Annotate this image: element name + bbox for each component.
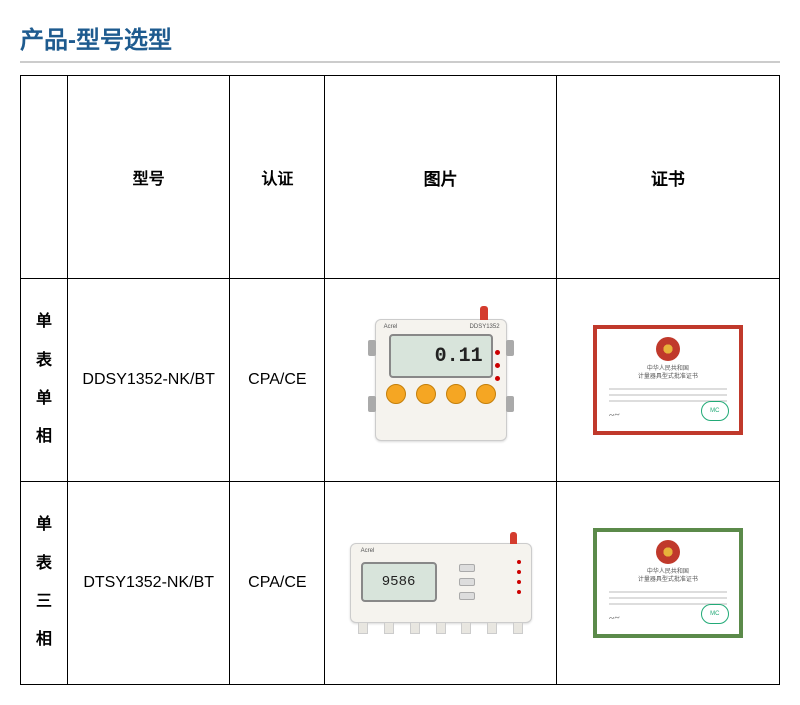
cell-cert: CPA/CE [230, 482, 325, 685]
antenna-icon [480, 306, 488, 320]
cell-model: DDSY1352-NK/BT [68, 279, 230, 482]
header-cert: 认证 [230, 76, 325, 279]
cell-cert: CPA/CE [230, 279, 325, 482]
side-char: 表 [27, 545, 61, 583]
meter-model-text: DDSY1352 [470, 324, 500, 330]
header-doc: 证书 [556, 76, 779, 279]
certificate-title: 中华人民共和国计量器具型式批准证书 [605, 365, 731, 382]
side-char: 表 [27, 342, 61, 380]
meter-top-label: Acrel [361, 548, 375, 554]
meter-leds [495, 350, 500, 381]
cell-certificate: 中华人民共和国计量器具型式批准证书 ~~ MC [556, 482, 779, 685]
meter-top-label: Acrel DDSY1352 [376, 320, 506, 330]
meter-button [476, 384, 496, 404]
certificate-lines [605, 591, 731, 605]
page-title: 产品-型号选型 [20, 20, 780, 55]
side-char: 单 [27, 303, 61, 341]
signature: ~~ [608, 410, 620, 422]
lcd-value: 0.11 [435, 345, 483, 368]
side-char: 三 [27, 583, 61, 621]
side-char: 相 [27, 418, 61, 456]
product-table: 型号 认证 图片 证书 单 表 单 相 DDSY1352-NK/BT CPA/C… [20, 75, 780, 685]
meter-brand: Acrel [384, 324, 398, 330]
meter-lcd: 0.11 [389, 334, 493, 378]
lcd-value: 9586 [382, 574, 416, 590]
side-char: 单 [27, 380, 61, 418]
meter-side-buttons [459, 564, 475, 600]
meter-lcd: 9586 [361, 562, 437, 602]
certificate-doc: 中华人民共和国计量器具型式批准证书 ~~ MC [593, 325, 743, 435]
table-header-row: 型号 认证 图片 证书 [21, 76, 780, 279]
din-rail [351, 622, 531, 632]
meter-brand: Acrel [361, 548, 375, 554]
meter-button [416, 384, 436, 404]
emblem-icon [656, 337, 680, 361]
certificate-lines [605, 388, 731, 402]
header-side [21, 76, 68, 279]
cell-certificate: 中华人民共和国计量器具型式批准证书 ~~ MC [556, 279, 779, 482]
cell-model: DTSY1352-NK/BT [68, 482, 230, 685]
cell-image: Acrel DDSY1352 0.11 [325, 279, 556, 482]
emblem-icon [656, 540, 680, 564]
meter-button [386, 384, 406, 404]
certificate-title: 中华人民共和国计量器具型式批准证书 [605, 568, 731, 585]
header-model: 型号 [68, 76, 230, 279]
mounting-clip-left [368, 340, 376, 412]
row-side-label: 单 表 三 相 [21, 482, 68, 685]
meter-device: Acrel 9586 [350, 543, 532, 623]
certificate-doc: 中华人民共和国计量器具型式批准证书 ~~ MC [593, 528, 743, 638]
header-image: 图片 [325, 76, 556, 279]
meter-leds [517, 560, 521, 594]
row-side-label: 单 表 单 相 [21, 279, 68, 482]
antenna-icon [510, 532, 517, 544]
table-row: 单 表 三 相 DTSY1352-NK/BT CPA/CE Acrel 9586 [21, 482, 780, 685]
table-row: 单 表 单 相 DDSY1352-NK/BT CPA/CE Acrel [21, 279, 780, 482]
cell-image: Acrel 9586 [325, 482, 556, 685]
meter-device: Acrel DDSY1352 0.11 [375, 319, 507, 441]
meter-button [446, 384, 466, 404]
side-char: 相 [27, 621, 61, 659]
stamp-badge: MC [701, 401, 729, 421]
signature: ~~ [608, 613, 620, 625]
title-underline [20, 61, 780, 63]
mounting-clip-right [506, 340, 514, 412]
stamp-badge: MC [701, 604, 729, 624]
meter-buttons [376, 384, 506, 404]
